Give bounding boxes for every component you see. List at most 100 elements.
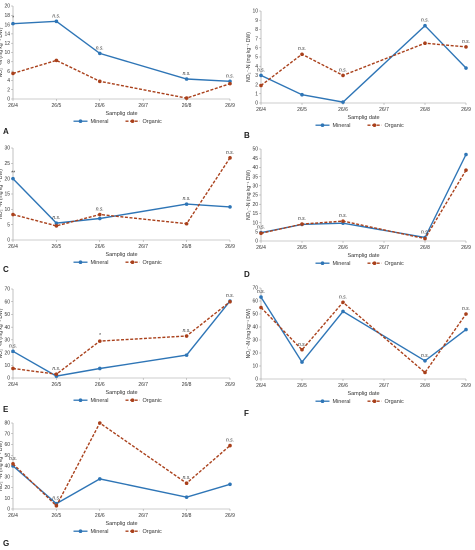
x-tick-label: 26/4 xyxy=(256,245,266,251)
data-point-organic xyxy=(11,212,15,217)
data-point-organic xyxy=(98,212,102,217)
legend-marker-organic xyxy=(130,529,135,533)
x-tick-label: 26/9 xyxy=(225,244,235,250)
data-point-mineral xyxy=(11,176,15,181)
significance-label: ** xyxy=(11,171,16,177)
significance-label: n.s. xyxy=(96,45,104,51)
significance-label: n.s. xyxy=(298,342,306,348)
x-tick-label: 26/8 xyxy=(182,382,192,388)
y-tick-label: 35 xyxy=(252,174,258,180)
y-tick-label: 20 xyxy=(4,4,10,10)
x-tick-label: 26/5 xyxy=(52,382,62,388)
data-point-organic xyxy=(423,236,427,241)
significance-label: n.s. xyxy=(52,215,60,221)
data-point-mineral xyxy=(259,73,263,78)
data-point-organic xyxy=(300,347,304,352)
panel-label: A xyxy=(3,127,9,136)
y-axis-title: NO₂⁻-N (mg kg⁻¹ DW) xyxy=(0,27,4,77)
significance-label: n.s. xyxy=(52,13,60,19)
significance-label: n.s. xyxy=(421,18,429,24)
data-point-organic xyxy=(11,71,15,76)
y-tick-label: 20 xyxy=(252,351,258,357)
legend-label-mineral: Mineral xyxy=(91,398,109,404)
data-point-mineral xyxy=(300,360,304,364)
data-point-organic xyxy=(98,79,102,84)
data-point-organic xyxy=(300,222,304,226)
y-tick-label: 40 xyxy=(252,325,258,331)
significance-label: n.s. xyxy=(421,230,429,236)
significance-label: * xyxy=(12,16,15,22)
legend-marker-mineral xyxy=(78,398,83,403)
legend-label-mineral: Mineral xyxy=(91,119,109,125)
data-point-organic xyxy=(228,299,232,304)
x-tick-label: 26/4 xyxy=(8,382,18,388)
significance-label: n.s. xyxy=(462,39,470,45)
y-tick-label: 3 xyxy=(255,73,258,79)
legend-marker-organic xyxy=(372,123,377,127)
data-point-mineral xyxy=(184,353,189,357)
data-point-organic xyxy=(341,73,345,78)
y-axis-title: NO₂⁻-N (mg kg⁻¹ DW) xyxy=(0,308,4,358)
x-tick-label: 26/4 xyxy=(8,103,18,109)
x-tick-label: 26/9 xyxy=(225,513,235,519)
x-tick-label: 26/8 xyxy=(420,383,430,389)
data-point-mineral xyxy=(464,66,468,70)
data-point-organic xyxy=(184,96,189,100)
significance-label: n.s. xyxy=(298,46,306,52)
y-tick-label: 20 xyxy=(252,202,258,208)
y-tick-label: 30 xyxy=(4,146,10,152)
legend-label-organic: Organic xyxy=(143,260,163,266)
significance-label: n.s. xyxy=(257,67,265,73)
x-tick-label: 26/8 xyxy=(182,244,192,250)
chart-panel-e: 0 10 20 30 40 50 60 70 26/4 26/5 26/6 26/7 26/8 26/9 N… xyxy=(0,287,235,414)
y-tick-label: 4 xyxy=(7,78,10,84)
legend-label-organic: Organic xyxy=(143,119,163,125)
data-point-mineral xyxy=(98,366,102,371)
series-line-organic xyxy=(260,42,467,87)
data-point-organic xyxy=(423,41,427,45)
x-tick-label: 26/7 xyxy=(379,107,389,113)
y-tick-label: 25 xyxy=(4,161,10,167)
x-axis-title: Samplig date xyxy=(105,390,137,396)
data-point-organic xyxy=(259,305,263,310)
y-tick-label: 2 xyxy=(7,87,10,93)
significance-label: n.s. xyxy=(226,73,234,79)
panel-label: F xyxy=(244,409,249,418)
x-tick-label: 26/8 xyxy=(182,513,192,519)
y-tick-label: 15 xyxy=(252,211,258,217)
y-tick-label: 1 xyxy=(255,92,258,98)
y-tick-label: 30 xyxy=(252,184,258,190)
data-point-mineral xyxy=(11,21,15,26)
y-tick-label: 70 xyxy=(4,287,10,293)
y-axis-title: NO₂⁻-N (mg kg⁻¹ DW) xyxy=(246,32,252,82)
legend-marker-organic xyxy=(372,399,377,404)
y-tick-label: 80 xyxy=(4,421,10,427)
x-tick-label: 26/7 xyxy=(138,382,148,388)
y-tick-label: 50 xyxy=(252,147,258,153)
data-point-mineral xyxy=(54,221,59,225)
data-point-mineral xyxy=(341,100,345,104)
y-tick-label: 7 xyxy=(255,36,258,42)
y-tick-label: 14 xyxy=(4,32,10,38)
significance-label: n.s. xyxy=(52,366,60,372)
chart-panel-a: 0 2 4 6 8 10 12 14 16 18 20 26/4 26/5 26/6 26/7 26/8 26/… xyxy=(0,4,235,136)
significance-label: n.s. xyxy=(226,293,234,299)
y-tick-label: 20 xyxy=(4,176,10,182)
x-tick-label: 26/5 xyxy=(297,383,307,389)
series-line-organic xyxy=(260,301,467,374)
x-axis-title: Samplig date xyxy=(347,391,379,397)
series-line-mineral xyxy=(260,24,467,103)
y-tick-label: 12 xyxy=(4,41,10,47)
data-point-organic xyxy=(184,481,189,486)
y-tick-label: 0 xyxy=(7,97,10,103)
chart-panel-b: 0 1 2 3 4 5 6 7 8 9 10 26/4 26/5 26/6 26/7 26/8 26/9 NO₂⁻… xyxy=(244,9,471,140)
panel-label: B xyxy=(244,131,250,140)
data-point-mineral xyxy=(341,309,345,314)
y-tick-label: 4 xyxy=(255,64,258,70)
y-tick-label: 30 xyxy=(4,474,10,480)
legend-marker-organic xyxy=(130,119,135,123)
data-point-organic xyxy=(54,372,59,376)
y-axis-title: NO₂⁻-N (mg kg⁻¹ DW) xyxy=(0,169,4,219)
significance-label: n.s. xyxy=(226,438,234,444)
significance-label: n.s. xyxy=(183,196,191,202)
